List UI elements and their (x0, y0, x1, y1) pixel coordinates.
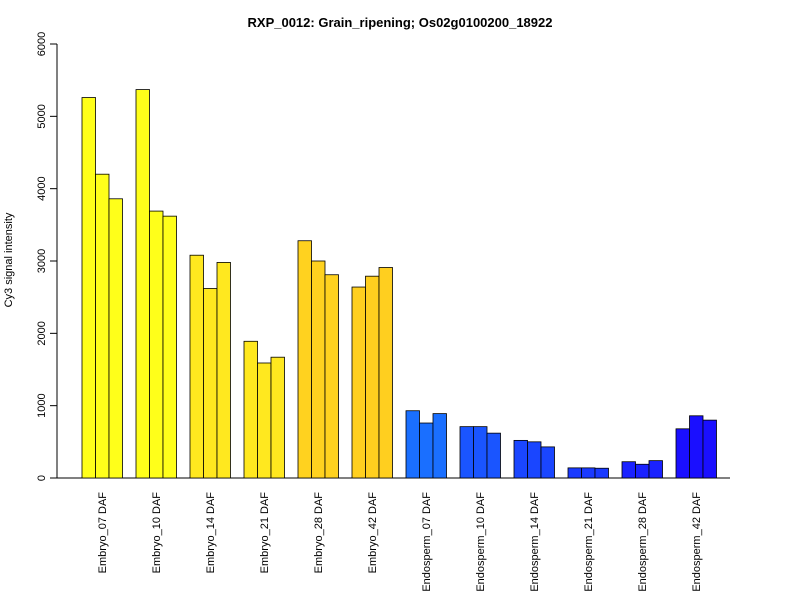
x-tick-label: Embryo_14 DAF (205, 492, 217, 574)
x-tick-label: Embryo_07 DAF (97, 492, 109, 574)
y-axis: 0 1000 2000 3000 4000 5000 6000 (36, 32, 730, 481)
bar (378, 267, 393, 479)
bar (95, 173, 110, 479)
bar (189, 254, 204, 479)
bar (257, 362, 272, 479)
bar (405, 410, 420, 479)
bar (648, 460, 663, 479)
bar (675, 428, 690, 479)
bar-group (135, 89, 177, 479)
bar (635, 463, 650, 479)
bar-group (243, 340, 285, 479)
x-tick-label: Embryo_42 DAF (367, 492, 379, 574)
x-tick-label: Embryo_21 DAF (259, 492, 271, 574)
y-tick-label: 4000 (36, 176, 48, 200)
bar (486, 432, 501, 479)
x-tick-label: Endosperm_42 DAF (691, 492, 703, 592)
x-tick-label: Endosperm_21 DAF (583, 492, 595, 592)
bar-group (513, 439, 555, 479)
bar (324, 274, 339, 479)
bar-group (351, 267, 393, 479)
y-tick-label: 1000 (36, 393, 48, 417)
x-tick-label: Endosperm_10 DAF (475, 492, 487, 592)
bar (459, 426, 474, 479)
bar (540, 446, 555, 479)
bars (81, 89, 717, 479)
x-tick-label: Embryo_10 DAF (151, 492, 163, 574)
y-tick-label: 6000 (36, 32, 48, 56)
x-tick-label: Endosperm_14 DAF (529, 492, 541, 592)
x-axis-labels: Embryo_07 DAF Embryo_10 DAF Embryo_14 DAF E… (97, 492, 703, 592)
bar (432, 413, 447, 479)
bar (527, 441, 542, 479)
bar (297, 240, 312, 479)
bar (270, 356, 285, 479)
bar-group (81, 97, 123, 479)
bar-group (567, 467, 609, 479)
bar (243, 340, 258, 479)
bar (162, 215, 177, 479)
bar (108, 198, 123, 479)
x-tick-label: Endosperm_07 DAF (421, 492, 433, 592)
y-tick-label: 2000 (36, 321, 48, 345)
bar (365, 275, 380, 479)
bar (135, 89, 150, 479)
bar (216, 262, 231, 479)
bar (473, 426, 488, 479)
bar-group (297, 240, 339, 479)
bar (203, 288, 218, 479)
bar (149, 210, 164, 479)
bar (311, 260, 326, 479)
chart-title: RXP_0012: Grain_ripening; Os02g0100200_1… (248, 15, 553, 30)
bar-group (189, 254, 231, 479)
bar-group (405, 410, 447, 479)
bar (419, 422, 434, 479)
y-tick-label: 5000 (36, 104, 48, 128)
y-tick-label: 3000 (36, 249, 48, 273)
bar (567, 467, 582, 479)
y-axis-label: Cy3 signal intensity (3, 212, 15, 307)
bar (81, 97, 96, 479)
x-tick-label: Endosperm_28 DAF (637, 492, 649, 592)
bar (702, 419, 717, 479)
bar (513, 439, 528, 479)
y-tick-label: 0 (36, 475, 48, 481)
bar (594, 467, 609, 479)
bar (689, 415, 704, 479)
bar-group (621, 460, 663, 479)
x-tick-label: Embryo_28 DAF (313, 492, 325, 574)
bar-group (675, 415, 717, 479)
bar (581, 467, 596, 479)
bar-group (459, 426, 501, 479)
bar (621, 461, 636, 479)
bar (351, 286, 366, 479)
